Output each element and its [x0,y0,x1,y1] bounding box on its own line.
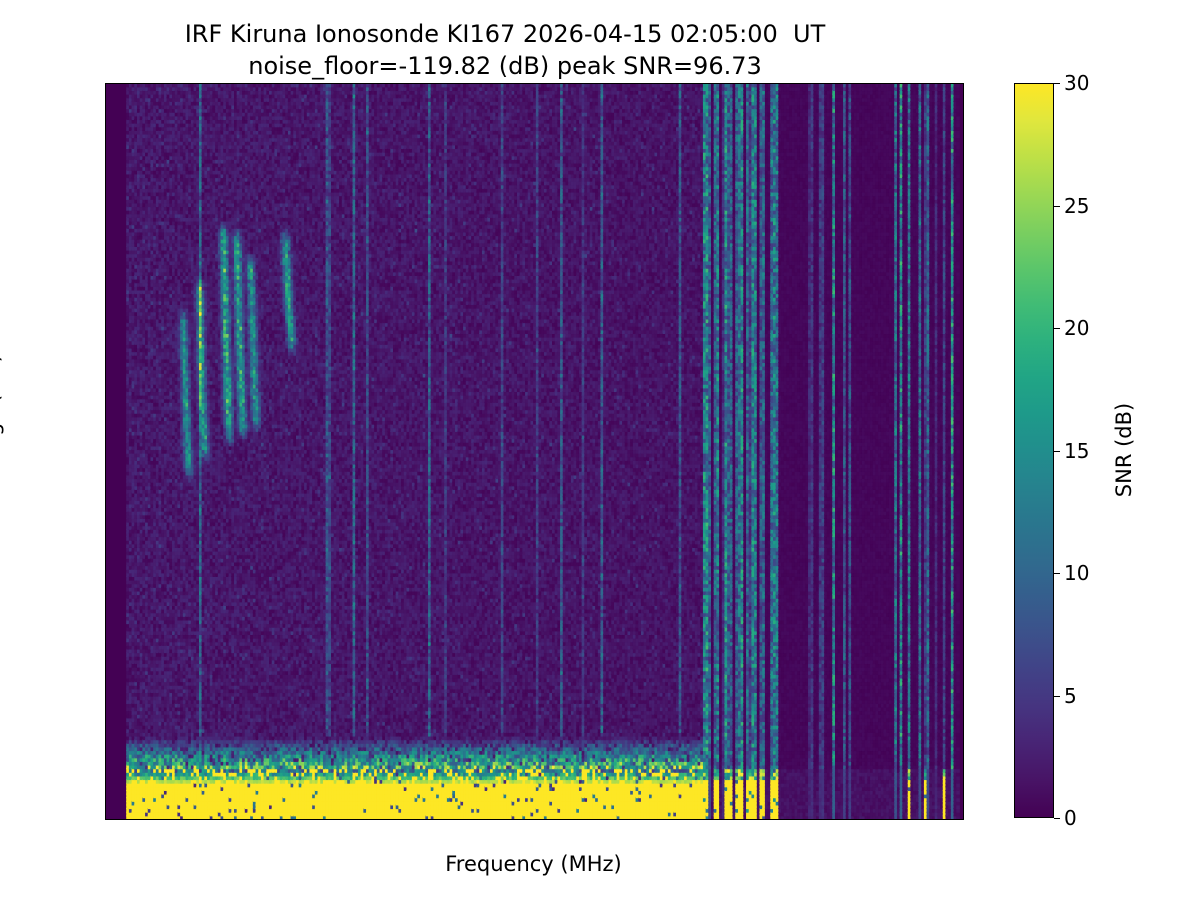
colorbar-tick [1054,83,1060,85]
ionogram-heatmap-canvas [106,84,963,819]
colorbar-tick-label: 10 [1064,561,1090,585]
colorbar-tick-label: 20 [1064,316,1090,340]
figure-title: IRF Kiruna Ionosonde KI167 2026-04-15 02… [0,18,1010,82]
colorbar-tick [1054,695,1060,697]
colorbar-tick [1054,573,1060,575]
colorbar-tick [1054,205,1060,207]
colorbar-gradient [1014,83,1054,818]
title-line-1: IRF Kiruna Ionosonde KI167 2026-04-15 02… [184,20,826,48]
colorbar-tick-label: 30 [1064,71,1090,95]
colorbar-tick-label: 0 [1064,806,1077,830]
colorbar-label: SNR (dB) [1112,402,1136,498]
title-line-2: noise_floor=-119.82 (dB) peak SNR=96.73 [248,52,762,80]
colorbar-tick [1054,818,1060,820]
colorbar-tick [1054,328,1060,330]
y-axis-label: Virtual range (km) [0,353,4,547]
ionogram-plot-area: 0100200300400500600 246810121416 [105,83,964,820]
colorbar-tick-label: 25 [1064,193,1090,218]
colorbar-tick [1054,450,1060,452]
colorbar-tick-label: 5 [1064,683,1077,708]
colorbar-tick-label: 15 [1064,438,1090,463]
x-axis-label: Frequency (MHz) [445,852,622,876]
colorbar-wrapper: 0 5 10 15 20 25 30 [1014,71,1089,830]
